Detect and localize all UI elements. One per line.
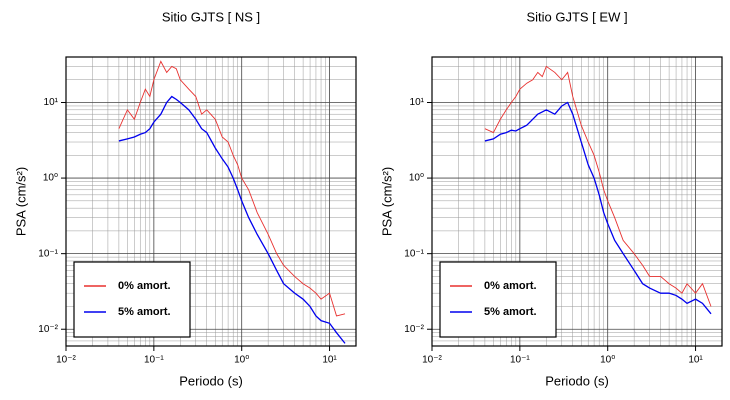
- y-tick-label: 10⁻¹: [404, 248, 424, 259]
- series-line: [484, 101, 712, 315]
- x-tick-label: 10⁰: [234, 355, 249, 366]
- series-line: [484, 65, 712, 307]
- x-tick-label: 10¹: [688, 355, 703, 366]
- series-line: [118, 60, 346, 317]
- legend-label: 5% amort.: [484, 306, 537, 318]
- legend-label: 0% amort.: [118, 280, 171, 292]
- y-axis-label: PSA (cm/s²): [13, 167, 28, 236]
- chart-title: Sitio GJTS [ EW ]: [526, 9, 627, 24]
- plot-frame: [431, 56, 723, 347]
- x-tick-label: 10⁰: [600, 355, 615, 366]
- x-tick-label: 10¹: [322, 355, 337, 366]
- x-tick-label: 10⁻¹: [510, 355, 530, 366]
- y-tick-label: 10¹: [410, 97, 425, 108]
- x-axis-label: Periodo (s): [545, 373, 609, 388]
- plot-frame: [65, 56, 357, 347]
- y-tick-label: 10⁻²: [38, 324, 58, 335]
- y-tick-label: 10⁻¹: [38, 248, 58, 259]
- x-tick-label: 10⁻²: [56, 355, 76, 366]
- y-tick-label: 10⁻²: [404, 324, 424, 335]
- plot: 10⁻² 10⁻¹ 10⁰ 10¹ 10⁻² 10⁻¹ 10⁰ 10¹ 0% amort. 5% …: [404, 56, 723, 366]
- legend-label: 5% amort.: [118, 306, 171, 318]
- y-axis-label: PSA (cm/s²): [379, 167, 394, 236]
- legend-box: [73, 261, 191, 338]
- x-axis-label: Periodo (s): [179, 373, 243, 388]
- series-line: [118, 95, 346, 344]
- y-tick-label: 10⁰: [409, 173, 424, 184]
- plot: 10⁻² 10⁻¹ 10⁰ 10¹ 10⁻² 10⁻¹ 10⁰ 10¹ 0% amort. 5% …: [38, 56, 357, 366]
- chart-title: Sitio GJTS [ NS ]: [162, 9, 260, 24]
- y-tick-label: 10⁰: [43, 173, 58, 184]
- x-tick-label: 10⁻²: [422, 355, 442, 366]
- legend-box: [439, 261, 557, 338]
- x-tick-label: 10⁻¹: [144, 355, 164, 366]
- legend-label: 0% amort.: [484, 280, 537, 292]
- y-tick-label: 10¹: [44, 97, 59, 108]
